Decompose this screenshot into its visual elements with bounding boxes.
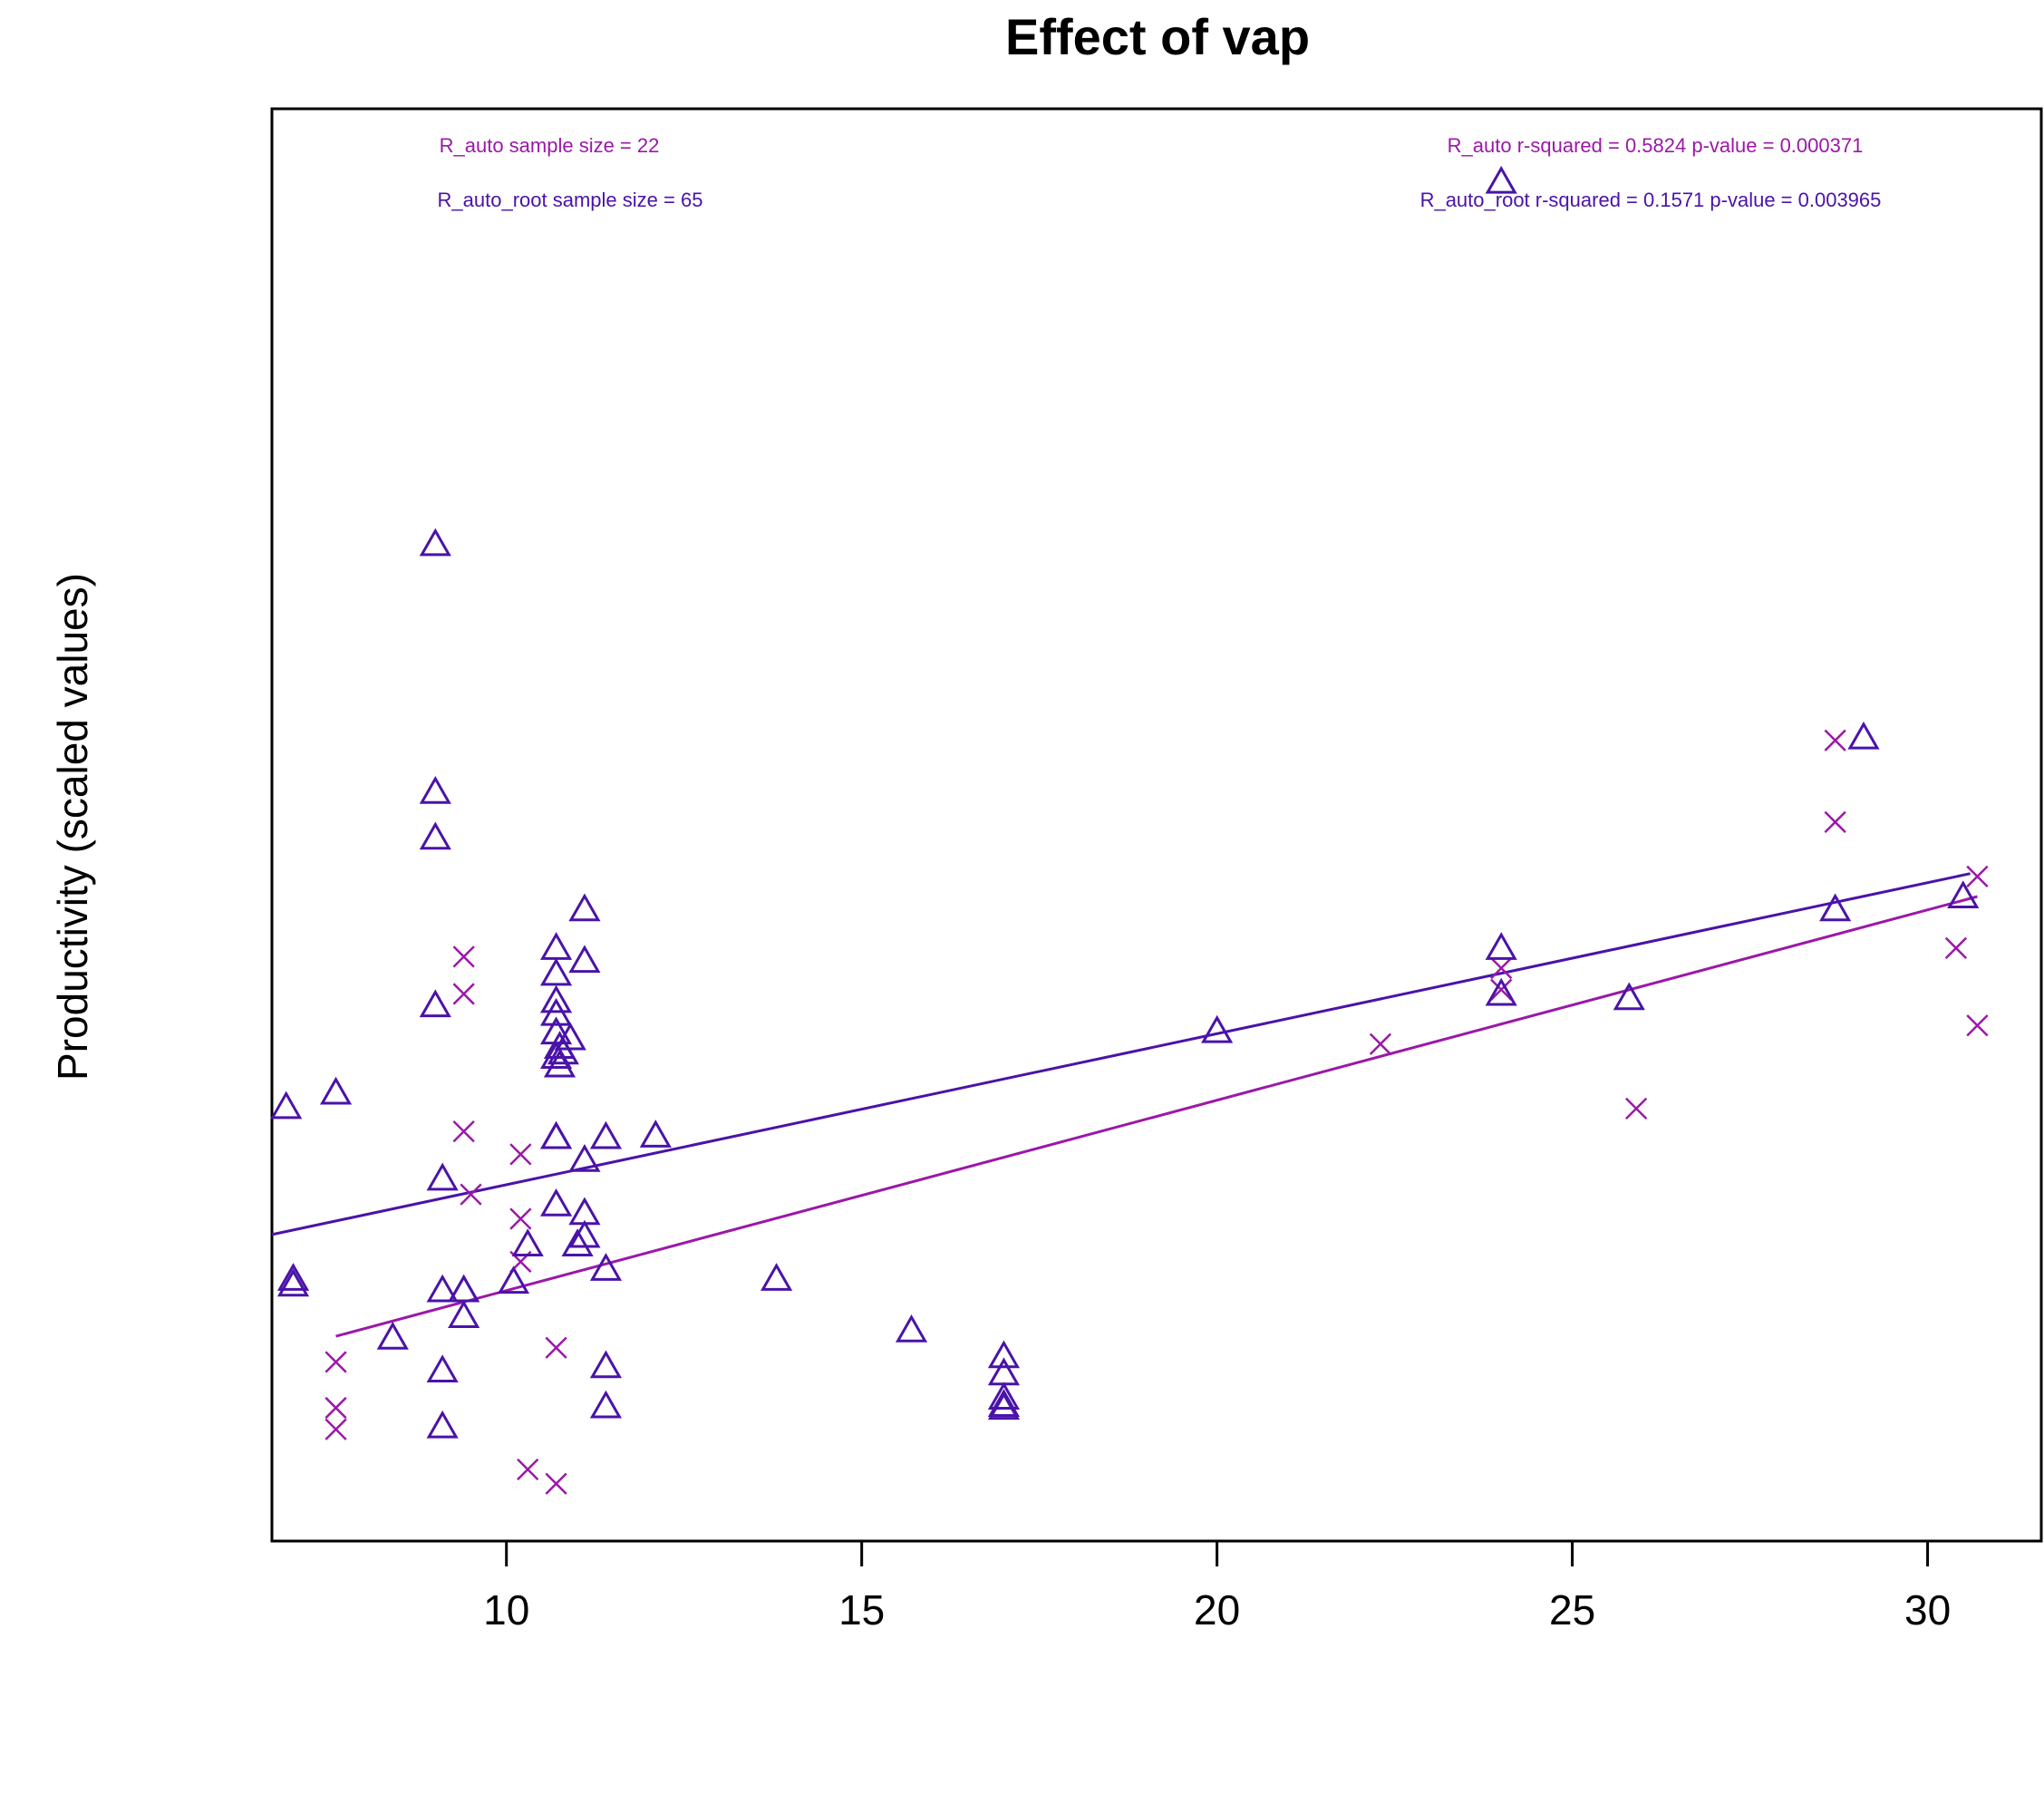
- r-auto-root-point-34: [568, 1144, 601, 1172]
- r-auto-root-sample-size-annotation: R_auto_root sample size = 65: [438, 189, 703, 211]
- r-auto-point-15: [1490, 978, 1513, 1001]
- r-auto-root-point-47: [987, 1389, 1021, 1417]
- r-auto-point-21: [1966, 1014, 1989, 1037]
- r-auto-root-point-50: [1485, 165, 1517, 194]
- r-auto-point-6: [460, 1183, 482, 1206]
- r-auto-root-point-48: [987, 1391, 1021, 1420]
- r-auto-root-point-1: [419, 775, 451, 804]
- r-auto-root-point-38: [589, 1253, 623, 1281]
- r-auto-root-point-3: [419, 989, 451, 1018]
- r-auto-sample-size-annotation: R_auto sample size = 22: [440, 134, 660, 157]
- y-axis-label: Productivity (scaled values): [49, 573, 96, 1081]
- plot-frame: [270, 107, 2043, 1543]
- r-auto-root-point-12: [426, 1410, 459, 1439]
- x-tick-label-15: 15: [838, 1586, 885, 1634]
- r-auto-point-0: [325, 1351, 347, 1373]
- r-auto-root-point-33: [568, 945, 601, 974]
- r-auto-root-point-9: [426, 1162, 459, 1191]
- r-auto-root-point-56: [1947, 880, 1980, 909]
- r-auto-root-stats-annotation: R_auto_root r-squared = 0.1571 p-value =…: [1420, 189, 1882, 211]
- r-auto-point-2: [325, 1418, 347, 1440]
- r-auto-point-12: [545, 1472, 567, 1495]
- r-auto-point-4: [452, 983, 475, 1005]
- r-auto-point-10: [517, 1458, 539, 1481]
- r-auto-root-point-4: [270, 1091, 303, 1120]
- r-auto-root-point-26: [539, 1188, 573, 1217]
- r-auto-root-point-20: [539, 984, 573, 1013]
- r-auto-root-point-45: [987, 1357, 1021, 1386]
- r-auto-point-11: [545, 1336, 567, 1359]
- r-auto-point-16: [1625, 1097, 1648, 1120]
- x-tick-label-20: 20: [1194, 1586, 1240, 1634]
- r-auto-point-5: [452, 1120, 475, 1143]
- r-auto-point-3: [452, 945, 475, 968]
- r-auto-point-1: [325, 1396, 347, 1420]
- x-tick-label-30: 30: [1904, 1586, 1951, 1634]
- regression-lines: [271, 872, 1978, 1338]
- r-auto-root-point-24: [539, 1120, 573, 1149]
- r-auto-root-point-53: [1613, 982, 1645, 1011]
- r-auto-point-17: [1824, 729, 1846, 751]
- r-auto-root-point-41: [639, 1120, 672, 1148]
- r-auto-point-18: [1824, 810, 1846, 833]
- r-auto-root-point-30: [554, 1022, 586, 1051]
- r-auto-point-13: [1369, 1033, 1392, 1055]
- r-auto-root-point-6: [276, 1263, 310, 1291]
- r-auto-root-point-2: [419, 821, 451, 850]
- r-auto-root-point-43: [895, 1314, 928, 1343]
- r-auto-root-regression-line: [271, 872, 1971, 1236]
- r-auto-root-point-54: [1819, 893, 1852, 922]
- r-auto-root-point-15: [448, 1300, 480, 1328]
- r-auto-root-point-52: [1485, 977, 1517, 1006]
- r-auto-root-point-55: [1847, 721, 1880, 750]
- r-auto-root-point-36: [568, 1219, 601, 1248]
- x-tick-label-10: 10: [483, 1586, 529, 1634]
- r-auto-root-point-42: [760, 1263, 793, 1291]
- r-auto-root-point-46: [987, 1382, 1021, 1411]
- r-auto-root-point-37: [589, 1120, 623, 1149]
- r-auto-root-point-44: [987, 1340, 1021, 1369]
- r-auto-point-8: [509, 1207, 532, 1230]
- r-auto-stats-annotation: R_auto r-squared = 0.5824 p-value = 0.00…: [1448, 134, 1864, 157]
- data-points: [270, 165, 1989, 1495]
- r-auto-root-point-31: [561, 1228, 594, 1256]
- r-auto-root-point-16: [497, 1265, 530, 1294]
- r-auto-point-14: [1490, 956, 1513, 980]
- r-auto-root-point-11: [426, 1354, 459, 1383]
- r-auto-root-point-18: [539, 932, 573, 960]
- r-auto-root-point-39: [589, 1350, 623, 1379]
- r-auto-root-point-40: [589, 1390, 623, 1419]
- r-auto-root-point-17: [511, 1228, 544, 1256]
- chart-title: Effect of vap: [1005, 8, 1310, 65]
- r-auto-root-point-19: [539, 957, 573, 986]
- r-auto-root-point-29: [547, 1036, 579, 1065]
- r-auto-root-point-49: [1201, 1014, 1234, 1043]
- x-axis: 10 15 20 25 30: [483, 1541, 1951, 1634]
- r-auto-root-point-51: [1485, 932, 1517, 960]
- r-auto-point-7: [509, 1143, 532, 1166]
- r-auto-point-19: [1944, 936, 1968, 960]
- r-auto-regression-line: [335, 895, 1978, 1338]
- r-auto-point-20: [1966, 865, 1989, 888]
- r-auto-root-point-10: [426, 1274, 459, 1303]
- r-auto-root-point-0: [419, 528, 451, 557]
- r-auto-root-point-21: [539, 997, 573, 1026]
- r-auto-root-point-8: [376, 1321, 409, 1350]
- r-auto-root-point-7: [276, 1268, 310, 1297]
- r-auto-root-point-5: [319, 1076, 353, 1105]
- r-auto-root-point-32: [568, 893, 601, 922]
- x-tick-label-25: 25: [1549, 1586, 1595, 1634]
- r-auto-root-point-25: [539, 1120, 573, 1149]
